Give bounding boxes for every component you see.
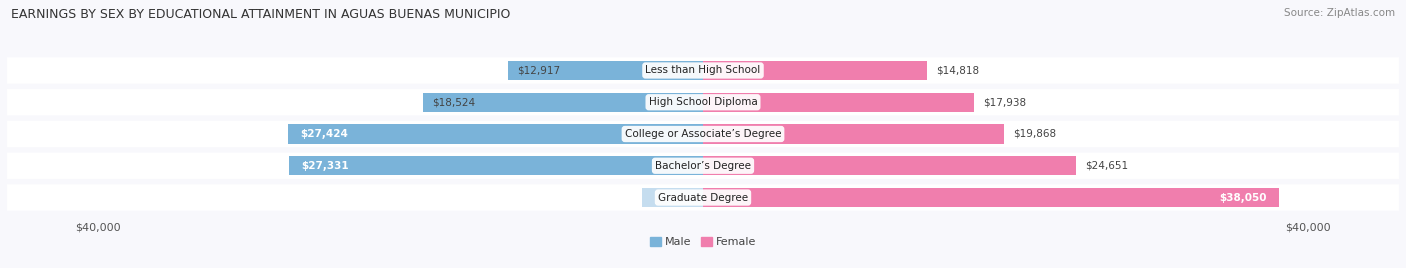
- FancyBboxPatch shape: [7, 121, 1399, 147]
- Text: Less than High School: Less than High School: [645, 65, 761, 76]
- FancyBboxPatch shape: [7, 89, 1399, 116]
- Bar: [423, 93, 703, 112]
- Text: $18,524: $18,524: [432, 97, 475, 107]
- Text: College or Associate’s Degree: College or Associate’s Degree: [624, 129, 782, 139]
- Text: Source: ZipAtlas.com: Source: ZipAtlas.com: [1284, 8, 1395, 18]
- Text: $19,868: $19,868: [1012, 129, 1056, 139]
- Bar: [703, 61, 927, 80]
- Bar: [290, 156, 703, 175]
- Text: $17,938: $17,938: [983, 97, 1026, 107]
- Bar: [643, 188, 703, 207]
- Bar: [703, 124, 1004, 144]
- Text: $12,917: $12,917: [516, 65, 560, 76]
- FancyBboxPatch shape: [7, 184, 1399, 211]
- Text: $24,651: $24,651: [1085, 161, 1128, 171]
- Bar: [288, 124, 703, 144]
- Text: $14,818: $14,818: [936, 65, 980, 76]
- FancyBboxPatch shape: [7, 152, 1399, 179]
- Bar: [703, 188, 1278, 207]
- Text: $27,331: $27,331: [302, 161, 349, 171]
- Text: $38,050: $38,050: [1219, 192, 1267, 203]
- Text: $0: $0: [710, 192, 724, 203]
- Text: EARNINGS BY SEX BY EDUCATIONAL ATTAINMENT IN AGUAS BUENAS MUNICIPIO: EARNINGS BY SEX BY EDUCATIONAL ATTAINMEN…: [11, 8, 510, 21]
- Bar: [703, 156, 1076, 175]
- Bar: [703, 93, 974, 112]
- Text: Bachelor’s Degree: Bachelor’s Degree: [655, 161, 751, 171]
- Text: Graduate Degree: Graduate Degree: [658, 192, 748, 203]
- Text: High School Diploma: High School Diploma: [648, 97, 758, 107]
- Bar: [508, 61, 703, 80]
- FancyBboxPatch shape: [7, 57, 1399, 84]
- Legend: Male, Female: Male, Female: [645, 233, 761, 252]
- Text: $27,424: $27,424: [301, 129, 349, 139]
